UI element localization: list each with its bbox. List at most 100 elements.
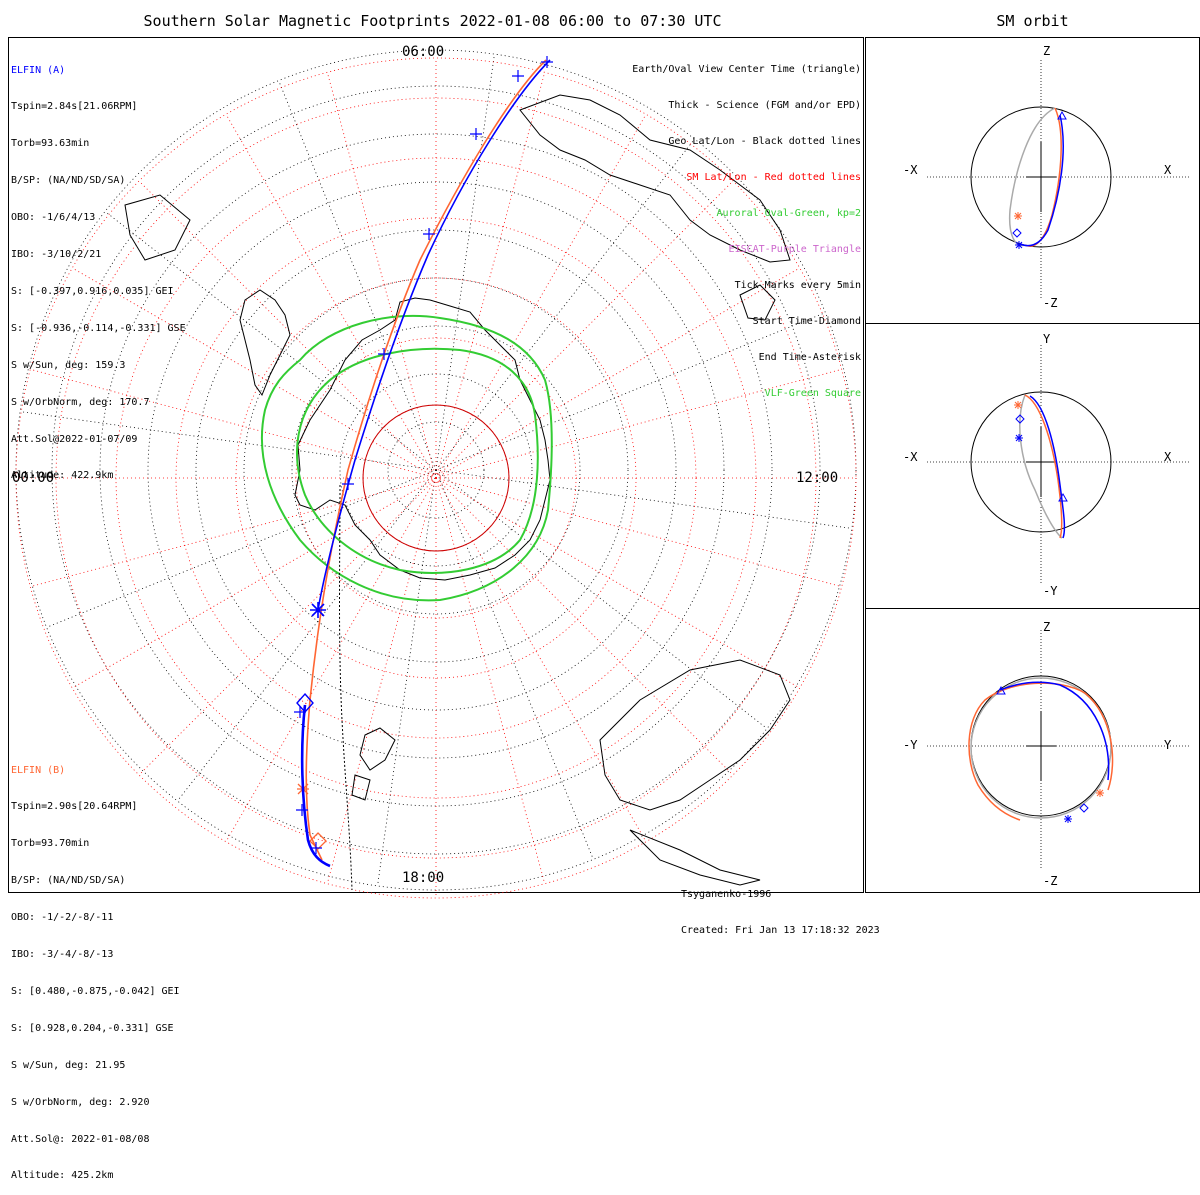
grid-spoke bbox=[435, 469, 768, 729]
hour-label-right: 12:00 bbox=[796, 470, 839, 486]
orbit-gray bbox=[970, 677, 1112, 819]
grid-ring bbox=[15, 49, 857, 891]
hour-label-top: 06:00 bbox=[402, 44, 445, 60]
panel1-top-label: Z bbox=[1043, 44, 1051, 58]
legend-item: End Time-Asterisk bbox=[758, 352, 861, 363]
madagascar-coastline bbox=[739, 284, 776, 321]
legend-item: Start Time-Diamond bbox=[752, 316, 861, 327]
panel1-right-label: X bbox=[1164, 163, 1172, 177]
legend-item: Thick - Science (FGM and/or EPD) bbox=[668, 100, 861, 111]
legend-item: SM Lat/Lon - Red dotted lines bbox=[686, 172, 861, 183]
auroral-oval-inner bbox=[296, 347, 539, 574]
auroral-oval-outer bbox=[261, 314, 553, 602]
sm-panel-xz bbox=[927, 60, 1190, 298]
panel3-right-label: Y bbox=[1164, 738, 1172, 752]
elfin-a-diamond bbox=[1012, 228, 1022, 238]
legend-item: Geo Lat/Lon - Black dotted lines bbox=[668, 136, 861, 147]
legend-item: VLF-Green Square bbox=[764, 388, 861, 399]
elfin-a-track bbox=[294, 56, 553, 868]
grid-spoke bbox=[435, 477, 734, 776]
tick-mark bbox=[378, 348, 390, 360]
sm-orbit-title: SM orbit bbox=[996, 12, 1069, 30]
elfin-b-line: S w/Sun, deg: 21.95 bbox=[11, 1059, 126, 1071]
grid-ring bbox=[15, 57, 857, 899]
elfin-b-track-line bbox=[305, 59, 547, 861]
tick-mark bbox=[541, 56, 553, 68]
auroral-oval bbox=[261, 314, 553, 602]
orbit-elfin-b bbox=[968, 682, 1114, 821]
elfin-a-line: B/SP: (NA/ND/SD/SA) bbox=[11, 175, 126, 187]
elfin-b-line: OBO: -1/-2/-8/-11 bbox=[11, 912, 114, 924]
elfin-b-line: S: [0.480,-0.875,-0.042] GEI bbox=[11, 985, 180, 997]
elfin-a-line: S: [-0.397,0.916,0.035] GEI bbox=[11, 285, 174, 297]
elfin-b-asterisk bbox=[1096, 789, 1104, 797]
grid-spoke bbox=[377, 469, 437, 886]
grid-spoke bbox=[435, 469, 594, 860]
plot-title: Southern Solar Magnetic Footprints 2022-… bbox=[143, 12, 722, 30]
polar-map bbox=[15, 49, 857, 899]
coastlines bbox=[124, 94, 791, 886]
tick-mark bbox=[342, 478, 354, 490]
elfin-b-start-diamond bbox=[309, 832, 327, 850]
tick-mark bbox=[470, 128, 482, 140]
elfin-b-line: Tspin=2.90s[20.64RPM] bbox=[11, 801, 138, 813]
elfin-a-line: Altitude: 422.9km bbox=[11, 470, 114, 482]
sm-panel-xy bbox=[927, 345, 1190, 583]
tick-mark bbox=[310, 842, 322, 854]
elfin-b-track bbox=[297, 59, 547, 861]
grid-spoke bbox=[435, 477, 546, 884]
grid-spoke bbox=[435, 477, 842, 588]
panel2-bottom-label: -Y bbox=[1043, 584, 1058, 598]
new-zealand-coastline bbox=[351, 727, 396, 801]
elfin-b-line: Altitude: 425.2km bbox=[11, 1170, 114, 1182]
legend: Earth/Oval View Center Time (triangle) T… bbox=[632, 40, 861, 412]
elfin-a-line: S w/Sun, deg: 159.3 bbox=[11, 359, 126, 371]
elfin-a-track-line bbox=[317, 59, 551, 611]
map-frame bbox=[8, 37, 864, 893]
elfin-a-line: Torb=93.63min bbox=[11, 138, 90, 150]
orbit-elfin-b bbox=[1024, 394, 1063, 539]
islands-coastline bbox=[124, 194, 191, 261]
elfin-a-name: ELFIN (A) bbox=[11, 64, 66, 76]
panel1-left-label: -X bbox=[903, 163, 918, 177]
panel3-left-label: -Y bbox=[903, 738, 918, 752]
south-america-coastline bbox=[239, 289, 291, 397]
panel3-bottom-label: -Z bbox=[1043, 874, 1058, 888]
grid-ring bbox=[339, 373, 533, 567]
panel2-top-label: Y bbox=[1043, 332, 1051, 346]
elfin-b-info: ELFIN (B) Tspin=2.90s[20.64RPM] Torb=93.… bbox=[11, 740, 180, 1195]
antarctica-coastline bbox=[294, 297, 551, 581]
elfin-a-line: S w/OrbNorm, deg: 170.7 bbox=[11, 396, 150, 408]
elfin-b-line: B/SP: (NA/ND/SD/SA) bbox=[11, 875, 126, 887]
legend-item: Earth/Oval View Center Time (triangle) bbox=[632, 64, 861, 75]
grid-spoke bbox=[435, 469, 852, 529]
hour-label-bottom: 18:00 bbox=[402, 870, 445, 886]
sm-pole-circle bbox=[362, 404, 510, 552]
elfin-a-triangle bbox=[1057, 110, 1067, 120]
hour-label-left: 00:00 bbox=[12, 470, 55, 486]
orbit-elfin-a bbox=[1019, 114, 1064, 247]
elfin-b-line: S: [0.928,0.204,-0.331] GSE bbox=[11, 1022, 174, 1034]
model-label: Tsyganenko-1996 bbox=[681, 889, 772, 900]
elfin-b-name: ELFIN (B) bbox=[11, 764, 66, 776]
panel2-left-label: -X bbox=[903, 450, 918, 464]
elfin-a-end-asterisk bbox=[310, 602, 326, 618]
created-label: Created: Fri Jan 13 17:18:32 2023 bbox=[681, 925, 880, 936]
elfin-b-line: S w/OrbNorm, deg: 2.920 bbox=[11, 1096, 150, 1108]
elfin-a-line: Att.Sol@2022-01-07/09 bbox=[11, 433, 138, 445]
elfin-a-info: ELFIN (A) Tspin=2.84s[21.06RPM] Torb=93.… bbox=[11, 40, 186, 495]
grid-ring bbox=[291, 325, 581, 615]
grid-spoke bbox=[278, 80, 437, 471]
elfin-a-triangle bbox=[996, 685, 1006, 695]
legend-item: Auroral Oval-Green, kp=2 bbox=[716, 208, 862, 219]
grid-spoke bbox=[326, 477, 437, 884]
elfin-b-line: Torb=93.70min bbox=[11, 838, 90, 850]
elfin-b-line: Att.Sol@: 2022-01-08/08 bbox=[11, 1133, 150, 1145]
elfin-a-asterisk bbox=[1015, 434, 1023, 442]
panel1-bottom-label: -Z bbox=[1043, 296, 1058, 310]
indonesia-coastline bbox=[629, 829, 761, 886]
legend-item: Tick Marks every 5min bbox=[734, 280, 861, 291]
elfin-a-line: OBO: -1/6/4/13 bbox=[11, 212, 96, 224]
orbit-gray bbox=[1019, 394, 1063, 539]
grid-spoke bbox=[72, 477, 437, 689]
